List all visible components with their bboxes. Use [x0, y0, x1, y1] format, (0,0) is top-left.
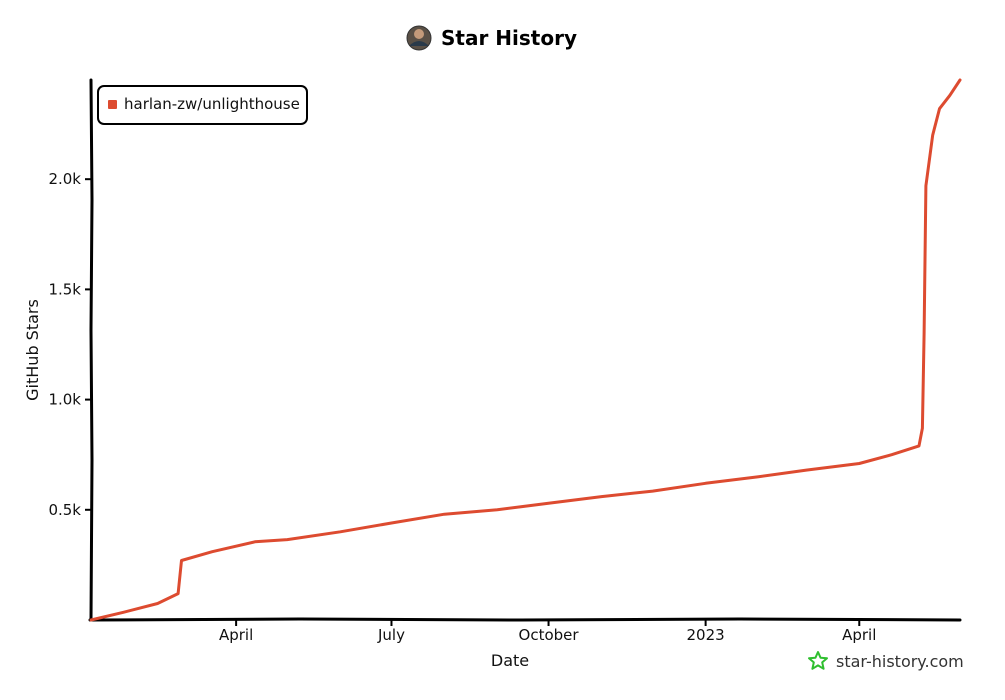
x-tick-label: October — [519, 626, 580, 644]
legend-entry-label: harlan-zw/unlighthouse — [124, 95, 300, 113]
chart-header: Star History — [406, 25, 577, 51]
watermark[interactable]: star-history.com — [808, 651, 964, 671]
x-tick-label: April — [219, 626, 253, 644]
axes — [88, 78, 962, 622]
y-tick-label: 1.0k — [48, 391, 81, 409]
chart-title: Star History — [441, 26, 577, 50]
x-axis-line — [88, 617, 962, 622]
watermark-text: star-history.com — [836, 652, 964, 671]
y-tick-label: 0.5k — [48, 501, 81, 519]
y-axis-line — [89, 78, 94, 622]
legend-box — [97, 85, 308, 125]
y-axis-title: GitHub Stars — [23, 299, 42, 401]
x-axis-title: Date — [491, 651, 529, 670]
x-tick-label: April — [842, 626, 876, 644]
x-tick-label: July — [377, 626, 405, 644]
y-tick-label: 2.0k — [48, 170, 81, 188]
x-tick-label: 2023 — [687, 626, 725, 644]
x-axis-ticks: April July October 2023 April — [219, 620, 876, 644]
star-outline-icon — [808, 651, 828, 670]
y-tick-label: 1.5k — [48, 280, 81, 298]
legend-swatch — [108, 100, 117, 109]
y-axis-ticks: 0.5k 1.0k 1.5k 2.0k — [48, 170, 91, 519]
legend: harlan-zw/unlighthouse — [97, 85, 308, 125]
series-line-0[interactable] — [89, 78, 962, 622]
series-layer — [89, 78, 962, 622]
avatar — [406, 25, 432, 51]
